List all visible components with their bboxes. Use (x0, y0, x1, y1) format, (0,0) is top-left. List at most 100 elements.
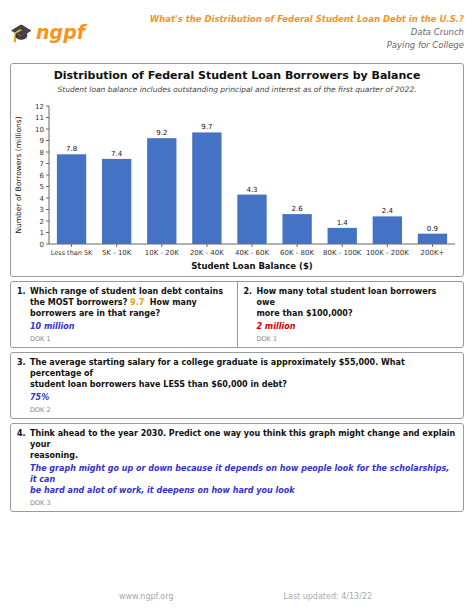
question-line: the MOST borrowers? 9.7 How many (30, 297, 231, 308)
question-number: 2. (244, 286, 257, 343)
data-label: 0.9 (427, 225, 438, 233)
y-tick-label: 10 (35, 126, 44, 134)
y-tick-label: 8 (40, 149, 44, 157)
x-tick (432, 244, 433, 247)
question: 4.Think ahead to the year 2030. Predict … (11, 424, 463, 511)
x-tick (342, 244, 343, 247)
bars (57, 132, 447, 244)
axes: 0123456789101112Less than 5K5K - 10K10K … (35, 103, 455, 258)
chart: Distribution of Federal Student Loan Bor… (11, 64, 463, 276)
data-label: 1.4 (337, 219, 349, 227)
x-tick (297, 244, 298, 247)
y-tick-label: 2 (40, 218, 44, 226)
question: 2.How many total student loan borrowers … (237, 282, 464, 347)
header-link: What's the Distribution of Federal Stude… (150, 13, 464, 26)
header-sub: Data Crunch (150, 26, 464, 39)
question-text: the MOST borrowers? (30, 298, 130, 307)
x-tick-label: Less than 5K (51, 249, 93, 257)
question-body: How many total student loan borrowers ow… (257, 286, 458, 343)
x-tick (252, 244, 253, 247)
question-line: The average starting salary for a colleg… (30, 357, 457, 379)
bar (102, 159, 131, 244)
dok-label: DOK 3 (30, 499, 457, 507)
question: 1.Which range of student loan debt conta… (11, 282, 237, 347)
bar (192, 132, 221, 244)
question-body: Think ahead to the year 2030. Predict on… (30, 428, 457, 507)
answer: The graph might go up or down because it… (30, 463, 457, 485)
y-tick-label: 5 (40, 183, 44, 191)
question-box: 1.Which range of student loan debt conta… (10, 281, 464, 348)
data-labels: 7.8 7.4 9.2 9.7 4.3 2.6 1.4 2.4 0.9 (66, 123, 438, 232)
question-line: borrowers are in that range? (30, 308, 231, 319)
bar (328, 228, 357, 244)
chart-subtitle: Student loan balance includes outstandin… (57, 85, 416, 94)
dok-label: DOK 2 (30, 406, 457, 414)
bar (57, 154, 86, 244)
data-label: 2.4 (382, 207, 394, 215)
x-tick (387, 244, 388, 247)
question-text: The average starting salary for a colleg… (30, 358, 408, 378)
y-tick-label: 1 (40, 229, 44, 237)
x-tick (116, 244, 117, 247)
data-label: 7.8 (66, 145, 77, 153)
question-number: 3. (17, 357, 30, 414)
dok-label: DOK 1 (257, 335, 458, 343)
x-tick (161, 244, 162, 247)
y-tick-label: 9 (40, 137, 44, 145)
question-box: 3.The average starting salary for a coll… (10, 352, 464, 419)
y-axis-label: Number of Borrowers (millions) (14, 116, 23, 233)
chart-title: Distribution of Federal Student Loan Bor… (54, 69, 421, 82)
header-links: What's the Distribution of Federal Stude… (150, 13, 464, 52)
x-tick-label: 20K - 40K (190, 249, 224, 257)
x-tick-label: 200K+ (421, 249, 445, 257)
x-tick-label: 40K - 60K (235, 249, 269, 257)
y-tick-label: 11 (35, 114, 44, 122)
question-number: 4. (17, 428, 30, 507)
bar (237, 195, 266, 244)
question-text: Think ahead to the year 2030. Predict on… (30, 429, 458, 449)
question-body: Which range of student loan debt contain… (30, 286, 231, 343)
x-tick-label: 80K - 100K (323, 249, 362, 257)
data-label: 9.7 (201, 123, 212, 131)
question-line: more than $100,000? (257, 308, 458, 319)
question-text: How many (144, 298, 197, 307)
page: 🎓ngpf What's the Distribution of Federal … (0, 0, 474, 613)
header-sub: Paying for College (150, 39, 464, 52)
question-text: How many total student loan borrowers ow… (257, 287, 440, 307)
question-line: student loan borrowers have LESS than $6… (30, 379, 457, 390)
x-tick-label: 60K - 80K (280, 249, 314, 257)
logo-icon: 🎓 (10, 22, 32, 43)
footer-text: Last updated: 4/13/22 (284, 592, 373, 601)
answer: be hard and alot of work, it deepens on … (30, 485, 457, 496)
question-line: How many total student loan borrowers ow… (257, 286, 458, 308)
footer-text: www.ngpf.org (119, 592, 174, 601)
data-label: 7.4 (111, 150, 123, 158)
question-line: reasoning. (30, 450, 457, 461)
question-text: student loan borrowers have LESS than $6… (30, 380, 287, 389)
bar (418, 234, 447, 244)
data-label: 2.6 (292, 205, 304, 213)
question-text: reasoning. (30, 451, 78, 460)
footer: www.ngpf.org Last updated: 4/13/22 (10, 588, 464, 608)
question-line: Which range of student loan debt contain… (30, 286, 231, 297)
question-body: The average starting salary for a colleg… (30, 357, 457, 414)
question-line: Think ahead to the year 2030. Predict on… (30, 428, 457, 450)
question-text: borrowers are in that range? (30, 309, 160, 318)
y-tick-label: 6 (40, 172, 45, 180)
data-label: 9.2 (156, 129, 167, 137)
question: 3.The average starting salary for a coll… (11, 353, 463, 418)
bar (147, 138, 176, 244)
y-tick-label: 3 (40, 206, 44, 214)
header: 🎓ngpf What's the Distribution of Federal … (10, 5, 464, 59)
logo: 🎓ngpf (10, 21, 85, 43)
question-text: Which range of student loan debt contain… (30, 287, 223, 296)
data-label: 4.3 (246, 186, 257, 194)
y-tick-label: 4 (40, 195, 45, 203)
question-number: 1. (17, 286, 30, 343)
chart-box: Distribution of Federal Student Loan Bor… (10, 63, 464, 277)
inline-answer: 9.7 (130, 298, 144, 307)
y-axis-line (49, 106, 50, 244)
x-tick (71, 244, 72, 247)
dok-label: DOK 1 (30, 335, 231, 343)
bar (282, 214, 311, 244)
